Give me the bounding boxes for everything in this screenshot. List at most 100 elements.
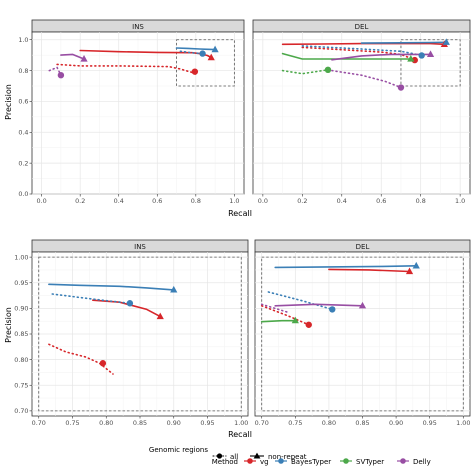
x-tick-label: 0.90 xyxy=(167,419,181,427)
x-tick-label: 0.70 xyxy=(32,419,46,427)
y-tick-label: 0.85 xyxy=(14,330,28,338)
series-line-bayestyper-non-repeat xyxy=(175,47,216,51)
endpoint-bayestyper-non-repeat xyxy=(442,38,450,45)
series-line-bayestyper-non-repeat xyxy=(360,41,448,44)
legend-key-svtyper xyxy=(340,458,352,464)
legend-label-vg: vg xyxy=(260,458,269,466)
x-tick-label: 0.2 xyxy=(297,197,307,205)
legend-key-delly xyxy=(397,458,409,464)
top-y-axis-title: Precision xyxy=(4,84,13,120)
endpoint-svtyper-all xyxy=(324,66,332,74)
bottom-x-axis-title: Recall xyxy=(228,430,252,439)
facet-strip-label: INS xyxy=(132,23,144,31)
zoom-region-box xyxy=(176,39,235,87)
series-line-delly-all xyxy=(331,69,402,89)
x-tick-label: 0.75 xyxy=(65,419,79,427)
endpoint-bayestyper-all xyxy=(199,50,206,57)
y-tick-label: 0.4 xyxy=(18,128,28,136)
endpoint-delly-all xyxy=(397,84,405,91)
x-tick-label: 1.00 xyxy=(456,419,470,427)
x-tick-label: 0.2 xyxy=(75,197,85,205)
series-line-vg-non-repeat xyxy=(328,268,411,273)
x-tick-label: 0.0 xyxy=(258,197,268,205)
endpoint-delly-non-repeat xyxy=(426,50,435,57)
endpoint-vg-all xyxy=(99,360,107,367)
legend-key-bayestyper xyxy=(275,458,287,464)
bottom-y-axis-title: Precision xyxy=(4,307,13,343)
y-tick-label: 1.0 xyxy=(18,36,28,44)
panel-del-zoom: DEL 0.70 0.75 0.80 0.85 0.90 0.95 1.00 xyxy=(254,239,471,427)
x-tick-label: 0.80 xyxy=(99,419,113,427)
x-tick-label: 0.4 xyxy=(337,197,347,205)
panel-ins-full: INS 0.0 0.2 0.4 0.6 0.8 1.0 0.0 0.2 0.4 0.6 0.8 1.0 xyxy=(18,19,245,205)
endpoint-vg-non-repeat xyxy=(156,312,164,320)
series-line-bayestyper-all xyxy=(179,50,203,55)
y-tick-label: 0.70 xyxy=(14,407,28,415)
endpoint-svtyper-non-repeat xyxy=(407,55,415,62)
series-line-svtyper-non-repeat xyxy=(260,319,297,323)
y-tick-label: 1.00 xyxy=(14,253,28,261)
x-tick-label: 0.70 xyxy=(255,419,269,427)
legend-key-all xyxy=(212,453,227,459)
legend-label-svtyper: SVTyper xyxy=(356,458,384,466)
x-tick-label: 0.95 xyxy=(200,419,214,427)
legend-delly-marker xyxy=(400,458,406,464)
y-tick-label: 0.90 xyxy=(14,305,28,313)
y-tick-label: 0.2 xyxy=(18,159,28,167)
endpoint-bayestyper-all xyxy=(329,306,336,313)
zoom-region-box xyxy=(38,256,242,412)
series-line-delly-non-repeat xyxy=(274,303,364,307)
legend-key-non-repeat xyxy=(250,452,264,459)
x-tick-label: 0.4 xyxy=(114,197,124,205)
x-tick-label: 0.80 xyxy=(322,419,336,427)
endpoint-delly-all xyxy=(57,72,65,79)
endpoint-vg-all xyxy=(191,68,199,75)
x-tick-label: 1.0 xyxy=(229,197,239,205)
facet-strip-label: DEL xyxy=(356,243,370,251)
legend-regions-title: Genomic regions xyxy=(149,446,208,454)
y-tick-label: 0.95 xyxy=(14,279,28,287)
endpoint-bayestyper-non-repeat xyxy=(412,261,420,269)
x-tick-label: 0.8 xyxy=(416,197,426,205)
y-tick-label: 0.0 xyxy=(18,190,28,198)
endpoint-vg-non-repeat xyxy=(207,53,215,61)
x-tick-label: 1.00 xyxy=(234,419,248,427)
top-x-axis-title: Recall xyxy=(228,209,252,218)
x-tick-label: 1.0 xyxy=(455,197,465,205)
endpoint-vg-all xyxy=(411,56,418,64)
x-tick-label: 0.0 xyxy=(37,197,47,205)
series-line-delly-all xyxy=(260,303,290,314)
legend-label-delly: Delly xyxy=(413,458,431,466)
legend-method-title: Method xyxy=(212,458,238,466)
series-line-bayestyper-all xyxy=(267,291,334,311)
legend-label-all: all xyxy=(230,453,238,461)
y-tick-label: 0.75 xyxy=(14,381,28,389)
endpoint-vg-all xyxy=(305,321,312,328)
legend-vg-marker xyxy=(247,458,253,464)
series-line-vg-non-repeat xyxy=(79,49,212,59)
facet-strip-label: INS xyxy=(134,243,146,251)
series-line-bayestyper-non-repeat xyxy=(48,283,175,291)
y-tick-label: 0.6 xyxy=(18,98,28,106)
endpoint-bayestyper-all xyxy=(418,52,425,59)
series-line-vg-all xyxy=(48,343,114,375)
series-line-bayestyper-all xyxy=(51,293,131,305)
x-tick-label: 0.95 xyxy=(423,419,437,427)
panel-ins-zoom: INS 0.70 0.75 0.80 0.85 0.90 0.95 1.00 0.70 0.75 0… xyxy=(14,239,249,427)
endpoint-delly-non-repeat xyxy=(80,55,88,62)
zoom-region-box xyxy=(261,256,464,412)
endpoint-vg-non-repeat xyxy=(405,267,414,275)
legend-bayestyper-marker xyxy=(278,458,284,464)
x-tick-label: 0.90 xyxy=(389,419,403,427)
x-tick-label: 0.8 xyxy=(191,197,201,205)
panel-del-full: DEL 0.0 0.2 0.4 0.6 0.8 1.0 xyxy=(252,19,471,205)
y-tick-label: 0.8 xyxy=(18,67,28,75)
x-tick-label: 0.6 xyxy=(376,197,386,205)
x-tick-label: 0.6 xyxy=(152,197,162,205)
legend-triangle-marker xyxy=(253,452,261,459)
x-tick-label: 0.85 xyxy=(133,419,147,427)
x-tick-label: 0.75 xyxy=(288,419,302,427)
endpoint-bayestyper-non-repeat xyxy=(170,285,178,293)
facet-strip-label: DEL xyxy=(355,23,369,31)
